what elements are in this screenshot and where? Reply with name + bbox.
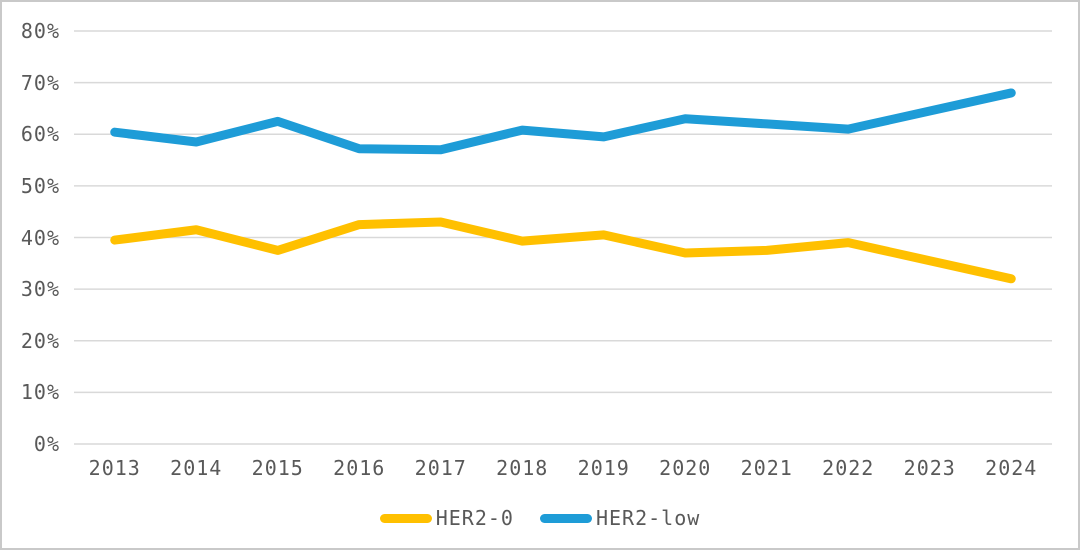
legend-swatch-her2-0 — [379, 513, 432, 523]
x-tick-label: 2018 — [496, 456, 549, 480]
x-tick-label: 2016 — [333, 456, 386, 480]
y-tick-label: 80% — [20, 19, 60, 43]
y-tick-label: 50% — [20, 173, 60, 198]
x-tick-label: 2020 — [659, 456, 712, 480]
legend-label: HER2-0 — [435, 506, 514, 530]
x-tick-label: 2017 — [414, 456, 467, 480]
her2-0-line — [110, 217, 1016, 284]
legend: HER2-0 HER2-low — [2, 504, 1078, 532]
her2-low-line — [110, 88, 1016, 155]
x-tick-label: 2021 — [740, 456, 793, 480]
y-tick-label: 40% — [20, 225, 60, 250]
y-tick-label: 0% — [33, 432, 60, 456]
legend-item: HER2-0 — [379, 506, 514, 530]
x-tick-label: 2024 — [985, 456, 1038, 480]
x-tick-label: 2019 — [577, 456, 630, 480]
legend-swatch-her2-low — [539, 513, 592, 523]
y-tick-label: 10% — [20, 380, 60, 405]
y-tick-label: 30% — [20, 277, 60, 302]
x-tick-label: 2013 — [88, 456, 141, 480]
legend-item: HER2-low — [539, 506, 701, 530]
y-tick-label: 60% — [20, 122, 60, 147]
y-tick-label: 20% — [20, 328, 60, 353]
y-tick-label: 70% — [20, 70, 60, 95]
legend-label: HER2-low — [595, 506, 701, 530]
x-tick-label: 2015 — [251, 456, 304, 480]
x-tick-label: 2022 — [822, 456, 875, 480]
x-tick-label: 2014 — [170, 456, 223, 480]
x-tick-label: 2023 — [903, 456, 956, 480]
